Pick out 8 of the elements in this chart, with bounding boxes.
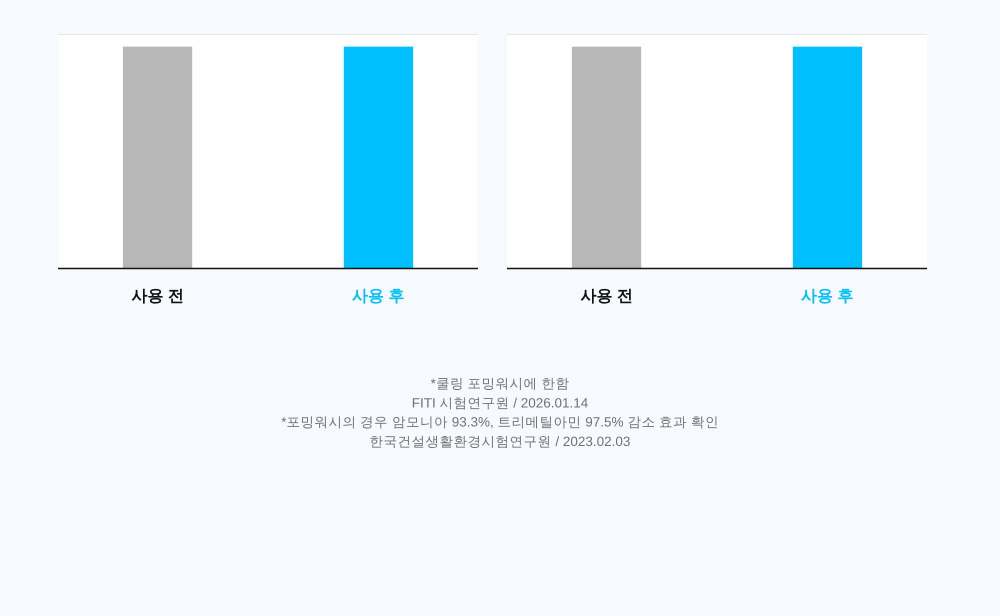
annotation: *쿨링 포밍워시에 한함 bbox=[430, 376, 570, 391]
annotation: FITI 시험연구원 / 2026.01.14 bbox=[412, 395, 588, 410]
annotation: *포밍워시의 경우 암모니아 93.3%, 트리메틸아민 97.5% 감소 효과 확인 bbox=[281, 414, 719, 430]
x-tick-label: 사용 후 bbox=[352, 288, 405, 305]
x-tick-label: 사용 후 bbox=[801, 288, 854, 305]
x-tick-label: 사용 전 bbox=[580, 288, 633, 305]
x-tick-label: 사용 전 bbox=[131, 288, 184, 305]
annotation: 한국건설생활환경시험연구원 / 2023.02.03 bbox=[370, 434, 630, 449]
